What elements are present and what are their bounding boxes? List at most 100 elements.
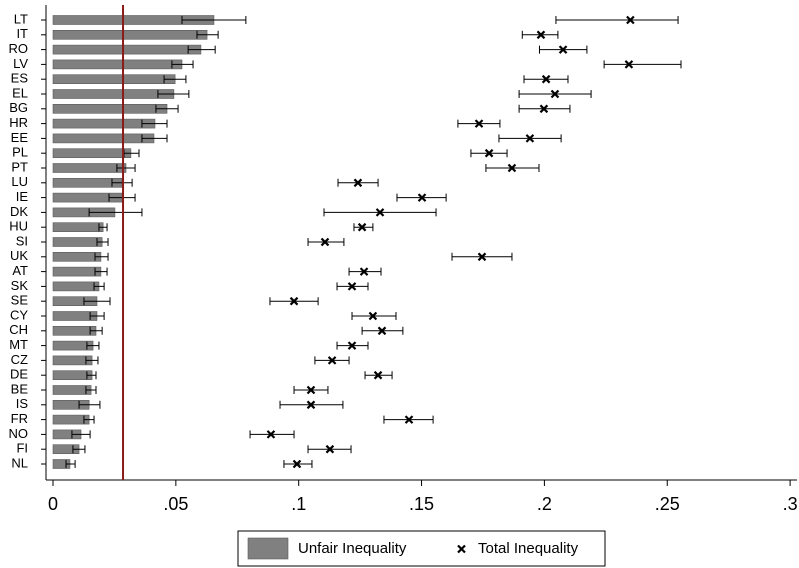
bar: [52, 281, 100, 292]
error-bar: [141, 134, 168, 143]
x-tick-label: .05: [163, 494, 188, 514]
y-tick-label: IS: [16, 396, 29, 411]
error-bar: [93, 282, 105, 291]
y-tick-label: UK: [10, 248, 28, 263]
x-marker: [404, 415, 414, 424]
y-tick-label: HU: [9, 219, 28, 234]
error-bar: [78, 400, 101, 409]
legend-label: Total Inequality: [478, 540, 579, 557]
error-bar: [96, 238, 109, 246]
legend-swatch: [247, 537, 289, 560]
bar: [52, 118, 156, 129]
error-bar: [163, 75, 187, 84]
y-tick-label: EE: [11, 130, 29, 145]
y-tick-label: DE: [10, 367, 28, 382]
x-marker: [375, 208, 385, 217]
x-marker: [353, 178, 363, 188]
error-bar: [196, 30, 219, 39]
y-tick-label: AT: [12, 263, 28, 278]
x-marker: [373, 370, 383, 380]
legend-label: Unfair Inequality: [298, 540, 407, 557]
y-tick-label: LU: [11, 174, 28, 189]
error-bar: [157, 90, 190, 98]
error-bar: [181, 16, 247, 24]
y-tick-label: BG: [9, 100, 28, 115]
bar: [52, 89, 175, 99]
bar: [52, 133, 155, 144]
y-tick-label: EL: [12, 85, 28, 100]
error-bar: [171, 60, 194, 69]
x-marker: [289, 296, 299, 306]
x-marker: [525, 134, 535, 143]
x-marker: [507, 163, 517, 173]
y-tick-label: DK: [10, 204, 28, 219]
error-bar: [71, 430, 91, 439]
y-tick-label: RO: [9, 41, 29, 56]
error-bar: [72, 445, 86, 454]
x-tick-label: .1: [291, 494, 306, 514]
y-tick-label: MT: [9, 337, 28, 352]
error-bar: [88, 208, 143, 217]
y-tick-label: LT: [14, 11, 28, 26]
x-marker: [359, 267, 369, 276]
y-tick-label: IE: [16, 189, 29, 204]
x-marker: [477, 252, 487, 262]
error-bar: [86, 341, 100, 350]
bar: [52, 370, 93, 381]
legend-box: [237, 530, 606, 567]
bar: [52, 385, 92, 395]
x-marker: [347, 341, 357, 350]
x-tick-label: .25: [655, 494, 680, 514]
error-bar: [98, 223, 108, 232]
x-marker: [306, 385, 316, 395]
y-tick-label: HR: [9, 115, 28, 130]
x-marker: [368, 311, 378, 321]
error-bar: [85, 386, 97, 394]
bar: [52, 237, 103, 247]
x-marker: [541, 74, 551, 84]
error-bar: [141, 119, 168, 128]
bar: [52, 325, 97, 336]
x-marker: [306, 400, 316, 410]
x-marker: [626, 15, 635, 25]
y-tick-label: ES: [11, 71, 29, 86]
y-tick-label: PL: [12, 145, 28, 160]
x-marker: [266, 430, 276, 439]
x-marker: [539, 104, 549, 114]
x-marker: [357, 222, 367, 232]
y-tick-label: PT: [11, 159, 28, 174]
x-tick-label: .2: [537, 494, 552, 514]
y-tick-label: FR: [11, 411, 28, 426]
bar: [52, 44, 202, 55]
x-tick-label: .3: [783, 494, 798, 514]
error-bar: [94, 267, 108, 276]
y-tick-label: LV: [13, 56, 28, 71]
bar: [52, 148, 132, 158]
y-tick-label: SI: [16, 233, 28, 248]
y-tick-label: FI: [16, 441, 28, 456]
bar: [52, 163, 127, 173]
error-bar: [86, 371, 97, 380]
error-bar: [555, 16, 679, 24]
y-tick-label: NL: [11, 455, 28, 470]
legend-marker: [457, 544, 466, 554]
error-bar: [89, 312, 105, 320]
x-marker: [327, 356, 337, 365]
x-marker: [377, 326, 387, 336]
error-bar: [187, 45, 216, 54]
y-tick-label: CY: [10, 307, 28, 322]
x-marker: [474, 119, 484, 128]
x-marker: [558, 45, 568, 54]
error-bar: [83, 297, 111, 306]
bar: [52, 222, 104, 232]
y-tick-label: BE: [11, 381, 29, 396]
bar: [52, 29, 208, 40]
y-tick-label: NO: [9, 426, 29, 441]
x-marker: [325, 444, 335, 454]
x-marker: [347, 282, 357, 291]
x-tick-label: .15: [409, 494, 434, 514]
error-bar: [65, 460, 76, 468]
bar: [52, 104, 168, 114]
